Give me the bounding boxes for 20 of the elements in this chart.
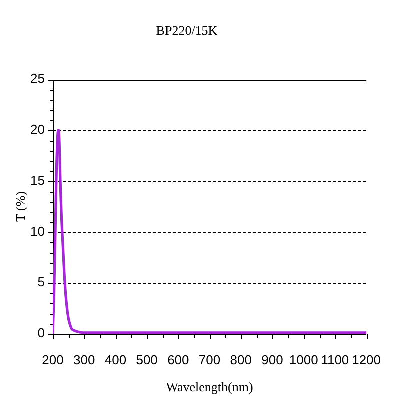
x-tick-label: 500 bbox=[136, 352, 158, 368]
x-tick-label: 1200 bbox=[352, 352, 381, 368]
y-tick-label: 5 bbox=[38, 274, 45, 290]
x-tick-label: 1000 bbox=[289, 352, 318, 368]
x-tick-label: 400 bbox=[104, 352, 127, 368]
x-tick-label: 900 bbox=[262, 352, 284, 368]
chart-title: BP220/15K bbox=[156, 23, 218, 38]
x-tick-label: 200 bbox=[42, 352, 64, 368]
x-tick-label: 800 bbox=[230, 352, 252, 368]
y-tick-label: 15 bbox=[30, 172, 45, 188]
y-tick-label: 0 bbox=[38, 326, 45, 341]
x-tick-label: 300 bbox=[74, 352, 96, 368]
x-tick-label: 700 bbox=[198, 352, 221, 368]
y-tick-label: 10 bbox=[30, 224, 45, 239]
y-tick-label: 20 bbox=[30, 122, 45, 138]
x-axis-title: Wavelength(nm) bbox=[166, 380, 254, 395]
x-tick-label: 600 bbox=[168, 352, 190, 368]
y-axis-title: T (%) bbox=[13, 192, 28, 222]
x-tick-label: 1100 bbox=[321, 352, 350, 368]
y-tick-label: 25 bbox=[30, 71, 45, 86]
